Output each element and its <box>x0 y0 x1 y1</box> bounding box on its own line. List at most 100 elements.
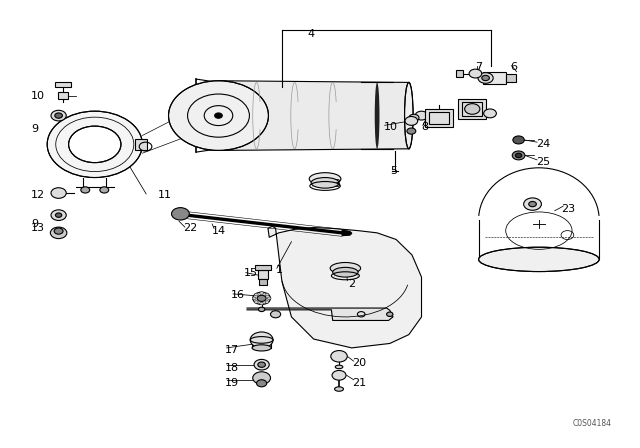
Polygon shape <box>218 82 409 149</box>
Text: 2: 2 <box>349 279 356 289</box>
Bar <box>506 74 516 82</box>
Text: 17: 17 <box>225 345 239 355</box>
Bar <box>255 265 271 270</box>
Circle shape <box>100 187 109 193</box>
Polygon shape <box>342 230 352 236</box>
Text: 4: 4 <box>307 29 314 39</box>
Bar <box>462 102 483 116</box>
Circle shape <box>515 153 522 158</box>
Text: 5: 5 <box>390 166 397 176</box>
Circle shape <box>331 350 348 362</box>
Circle shape <box>253 372 271 384</box>
Text: 12: 12 <box>31 190 45 200</box>
Bar <box>483 72 506 84</box>
Circle shape <box>250 332 273 348</box>
Circle shape <box>68 126 121 163</box>
Circle shape <box>513 136 524 144</box>
Text: 9: 9 <box>31 219 38 229</box>
Circle shape <box>469 69 482 78</box>
Text: 3: 3 <box>333 179 340 189</box>
Polygon shape <box>247 308 393 320</box>
Bar <box>429 112 449 124</box>
Circle shape <box>252 297 256 300</box>
Circle shape <box>409 114 419 121</box>
Text: 6: 6 <box>510 62 517 72</box>
Text: 14: 14 <box>212 226 227 236</box>
Circle shape <box>478 73 493 83</box>
Circle shape <box>259 307 265 312</box>
Text: 21: 21 <box>352 378 366 388</box>
Circle shape <box>81 187 90 193</box>
Circle shape <box>465 103 480 114</box>
Text: 24: 24 <box>536 139 550 149</box>
Circle shape <box>257 295 266 302</box>
Text: 25: 25 <box>536 157 550 167</box>
Circle shape <box>407 128 416 134</box>
Bar <box>259 279 267 284</box>
Circle shape <box>55 113 63 118</box>
Ellipse shape <box>335 387 344 391</box>
Ellipse shape <box>404 82 413 149</box>
Circle shape <box>172 207 189 220</box>
Text: 18: 18 <box>225 363 239 373</box>
Text: 10: 10 <box>383 122 397 132</box>
Text: 22: 22 <box>184 224 198 233</box>
Circle shape <box>51 227 67 239</box>
Circle shape <box>260 302 264 305</box>
Circle shape <box>257 380 267 387</box>
Text: C0S04184: C0S04184 <box>573 419 612 428</box>
Circle shape <box>268 297 271 300</box>
Bar <box>58 92 68 99</box>
Bar <box>426 109 453 127</box>
Circle shape <box>54 228 63 234</box>
Polygon shape <box>268 226 422 348</box>
Ellipse shape <box>309 172 341 185</box>
Circle shape <box>168 81 268 151</box>
Text: 16: 16 <box>231 290 245 300</box>
Ellipse shape <box>335 365 343 369</box>
Circle shape <box>265 293 269 296</box>
Text: 8: 8 <box>422 122 429 132</box>
Circle shape <box>51 210 66 220</box>
Ellipse shape <box>333 267 358 277</box>
Ellipse shape <box>311 177 339 188</box>
Bar <box>456 70 463 77</box>
Text: 7: 7 <box>476 62 483 72</box>
Bar <box>135 139 147 150</box>
Text: 19: 19 <box>225 378 239 388</box>
Circle shape <box>254 359 269 370</box>
Bar <box>56 82 70 87</box>
Ellipse shape <box>252 345 271 351</box>
Circle shape <box>271 311 281 318</box>
Circle shape <box>332 370 346 380</box>
Text: 11: 11 <box>158 190 172 200</box>
Circle shape <box>265 301 269 303</box>
Circle shape <box>214 113 222 118</box>
Bar <box>458 99 486 119</box>
Text: 13: 13 <box>31 224 45 233</box>
Circle shape <box>482 75 490 81</box>
Circle shape <box>253 292 271 305</box>
Circle shape <box>524 198 541 210</box>
Ellipse shape <box>375 82 380 149</box>
Text: 20: 20 <box>352 358 366 368</box>
Circle shape <box>56 213 62 217</box>
Circle shape <box>51 110 66 121</box>
Circle shape <box>405 116 418 125</box>
Circle shape <box>512 151 525 160</box>
Ellipse shape <box>479 247 599 271</box>
Circle shape <box>529 202 536 207</box>
Circle shape <box>47 111 142 177</box>
Circle shape <box>387 312 393 316</box>
Ellipse shape <box>330 263 360 274</box>
Circle shape <box>51 188 66 198</box>
Text: 9: 9 <box>31 124 38 134</box>
Text: 10: 10 <box>31 90 45 101</box>
Circle shape <box>484 109 497 118</box>
Circle shape <box>254 293 258 296</box>
Text: 15: 15 <box>244 267 258 278</box>
Circle shape <box>258 362 266 367</box>
Text: 23: 23 <box>561 203 575 214</box>
Text: 1: 1 <box>276 266 283 276</box>
Circle shape <box>260 292 264 294</box>
